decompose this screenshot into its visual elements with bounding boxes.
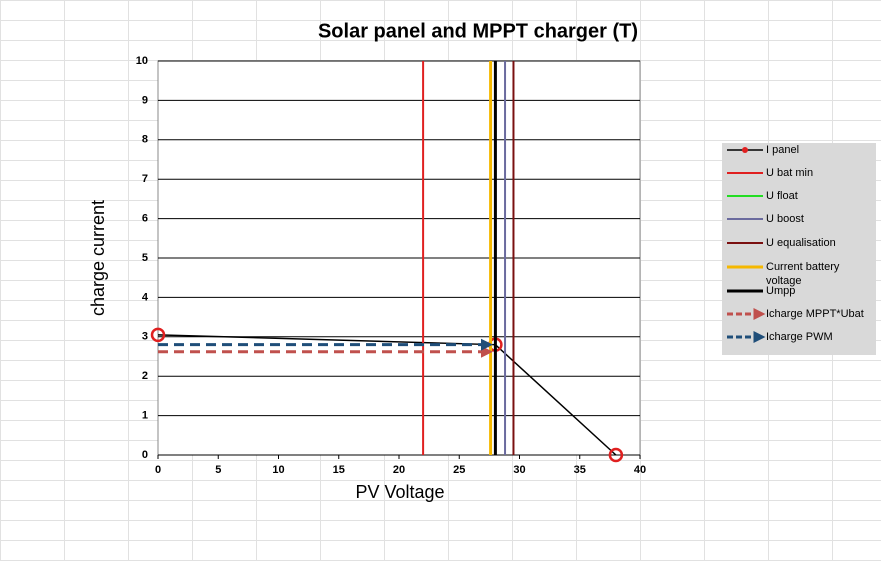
y-tick-label: 8 bbox=[142, 134, 148, 146]
y-tick-label: 0 bbox=[142, 449, 148, 461]
x-tick-label: 30 bbox=[513, 464, 525, 476]
legend-label: Icharge PWM bbox=[766, 331, 833, 343]
legend-label: U bat min bbox=[766, 167, 813, 179]
x-axis-label: PV Voltage bbox=[355, 482, 444, 502]
y-tick-label: 5 bbox=[142, 252, 148, 264]
y-tick-label: 10 bbox=[136, 55, 148, 67]
legend-label: Current battery voltage bbox=[766, 261, 840, 287]
y-tick-label: 7 bbox=[142, 173, 148, 185]
x-tick-label: 15 bbox=[333, 464, 345, 476]
point-marker bbox=[150, 327, 166, 343]
x-tick-label: 0 bbox=[155, 464, 161, 476]
x-tick-label: 35 bbox=[574, 464, 586, 476]
legend-label: Umpp bbox=[766, 285, 795, 297]
x-tick-label: 20 bbox=[393, 464, 405, 476]
y-tick-label: 6 bbox=[142, 213, 148, 225]
legend-label: U boost bbox=[766, 213, 804, 225]
y-tick-label: 4 bbox=[142, 291, 149, 303]
legend-label: Icharge MPPT*Ubat bbox=[766, 308, 864, 320]
x-tick-label: 5 bbox=[215, 464, 221, 476]
legend-marker bbox=[742, 147, 748, 153]
y-tick-label: 1 bbox=[142, 410, 148, 422]
point-marker bbox=[608, 447, 624, 463]
chart-title: Solar panel and MPPT charger (T) bbox=[318, 20, 638, 42]
legend-label: I panel bbox=[766, 144, 799, 156]
y-tick-label: 2 bbox=[142, 370, 148, 382]
x-tick-label: 25 bbox=[453, 464, 465, 476]
y-axis-label: charge current bbox=[88, 200, 108, 316]
x-tick-label: 40 bbox=[634, 464, 646, 476]
y-tick-label: 9 bbox=[142, 94, 148, 106]
y-tick-label: 3 bbox=[142, 331, 148, 343]
x-tick-label: 10 bbox=[272, 464, 284, 476]
legend-box bbox=[722, 143, 876, 355]
legend-label: U float bbox=[766, 190, 798, 202]
legend-label: U equalisation bbox=[766, 237, 836, 249]
